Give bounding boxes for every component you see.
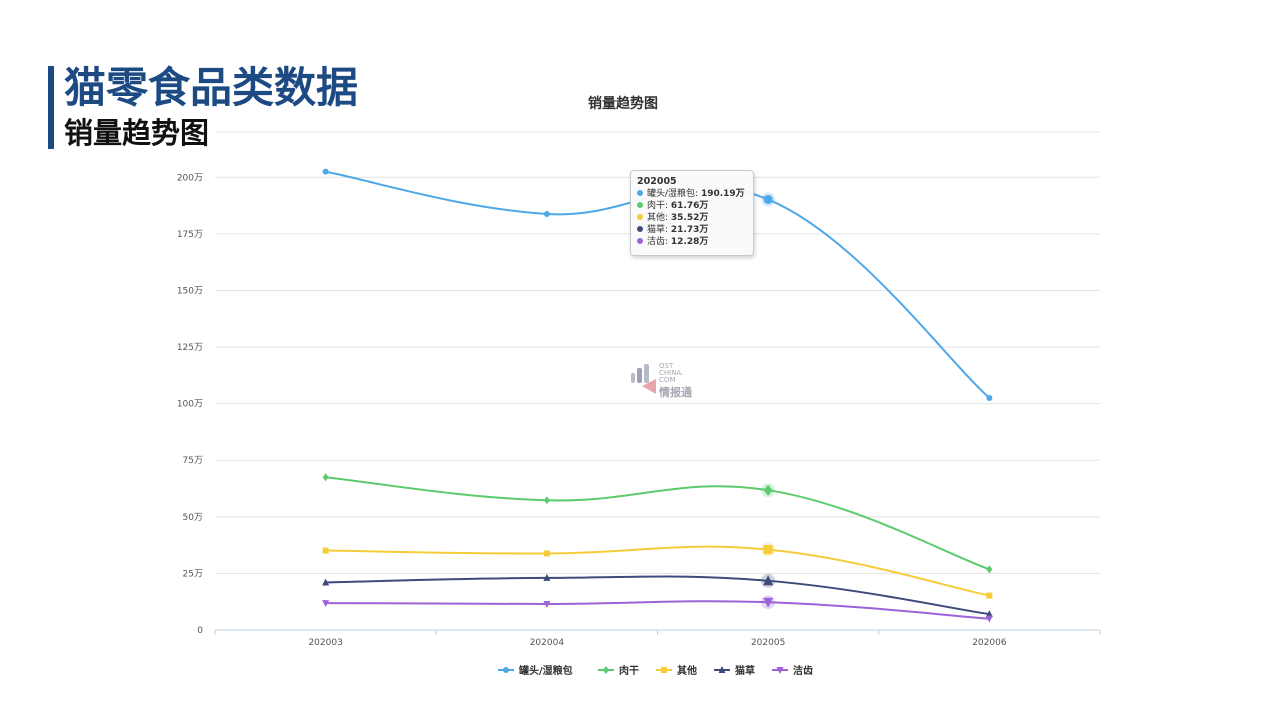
- watermark-bar: [637, 368, 642, 383]
- legend-marker: [503, 667, 509, 673]
- data-point: [322, 547, 329, 554]
- data-point: [322, 473, 329, 482]
- tooltip-label: 猫草:: [647, 225, 671, 235]
- legend-item[interactable]: 猫草: [714, 664, 755, 677]
- tooltip-label: 肉干:: [647, 201, 671, 211]
- data-point: [543, 600, 551, 608]
- chart-title: 销量趋势图: [588, 95, 658, 112]
- tooltip-row: 肉干: 61.76万: [637, 200, 753, 212]
- data-point: [543, 550, 550, 557]
- legend-label: 洁齿: [793, 664, 813, 677]
- data-point: [543, 496, 550, 505]
- series-line: [325, 476, 990, 571]
- x-tick-label: 202006: [972, 638, 1007, 648]
- watermark-text-cn: 情报通: [659, 386, 692, 399]
- y-tick-label: 100万: [177, 400, 203, 410]
- series-dot-icon: [637, 202, 643, 208]
- x-tick-label: 202005: [751, 638, 785, 648]
- series-4: [322, 595, 993, 623]
- series-line: [325, 600, 990, 620]
- y-tick-label: 50万: [183, 513, 203, 523]
- legend-marker: [776, 667, 784, 674]
- series-2: [322, 542, 993, 599]
- data-tooltip: 202005 罐头/湿粮包: 190.19万 肉干: 61.76万 其他: 35.5…: [630, 170, 754, 256]
- data-point: [986, 592, 993, 599]
- legend-label: 其他: [677, 664, 697, 677]
- x-axis: 202003 202004 202005 202006: [214, 629, 1101, 648]
- y-tick-label: 200万: [177, 173, 203, 183]
- legend-item[interactable]: 肉干: [598, 664, 639, 677]
- series-line: [325, 575, 990, 616]
- legend-label: 猫草: [735, 664, 755, 677]
- data-point: [322, 600, 330, 608]
- y-tick-label: 75万: [183, 456, 203, 466]
- series-dot-icon: [637, 226, 643, 232]
- tooltip-label: 洁齿:: [647, 237, 671, 247]
- tooltip-value: 61.76万: [670, 201, 709, 211]
- legend-label: 罐头/湿粮包: [518, 664, 573, 677]
- legend-marker: [603, 666, 609, 674]
- watermark-bar: [631, 373, 635, 383]
- legend-item[interactable]: 洁齿: [772, 664, 813, 677]
- series-dot-icon: [637, 214, 643, 220]
- y-tick-label: 0: [197, 626, 203, 636]
- data-point: [985, 615, 993, 623]
- watermark-bar: [644, 364, 649, 383]
- data-point: [763, 575, 774, 586]
- data-point: [322, 168, 329, 175]
- page-title: 猫零食品类数据: [64, 63, 359, 112]
- legend[interactable]: 罐头/湿粮包 肉干 其他 猫草 洁齿: [498, 664, 813, 677]
- data-point: [763, 545, 773, 555]
- tooltip-period: 202005: [637, 176, 677, 187]
- y-tick-label: 25万: [183, 569, 203, 579]
- data-point: [543, 210, 550, 217]
- data-point: [763, 597, 774, 608]
- series-3: [322, 573, 993, 618]
- title-accent-bar: [48, 66, 54, 149]
- series-line: [325, 545, 990, 597]
- tooltip-value: 12.28万: [670, 237, 709, 247]
- tooltip-row: 其他: 35.52万: [637, 212, 753, 224]
- x-tick-label: 202003: [308, 638, 342, 648]
- data-point: [985, 610, 993, 618]
- tooltip-value: 35.52万: [670, 213, 709, 223]
- series-dot-icon: [637, 190, 643, 196]
- tooltip-label: 罐头/湿粮包:: [647, 189, 701, 199]
- watermark-triangle: [642, 379, 656, 394]
- data-point: [986, 394, 993, 401]
- tooltip-value: 190.19万: [700, 189, 745, 199]
- data-point: [543, 573, 551, 581]
- tooltip-row: 猫草: 21.73万: [637, 224, 753, 236]
- x-tick-label: 202004: [530, 638, 565, 648]
- y-tick-label: 125万: [177, 343, 203, 353]
- data-point: [986, 565, 993, 574]
- tooltip-row: 罐头/湿粮包: 190.19万: [637, 188, 753, 200]
- data-point: [763, 194, 773, 204]
- y-tick-label: 150万: [177, 286, 203, 296]
- tooltip-label: 其他:: [647, 213, 671, 223]
- series-1: [322, 473, 993, 574]
- y-tick-label: 175万: [177, 230, 203, 240]
- legend-marker: [661, 667, 667, 673]
- legend-marker: [718, 666, 726, 673]
- legend-item[interactable]: 罐头/湿粮包: [498, 664, 573, 677]
- data-point: [322, 578, 330, 586]
- legend-item[interactable]: 其他: [656, 664, 697, 677]
- tooltip-value: 21.73万: [670, 225, 709, 235]
- legend-label: 肉干: [619, 664, 639, 677]
- page-subtitle: 销量趋势图: [64, 116, 210, 150]
- tooltip-row: 洁齿: 12.28万: [637, 236, 753, 248]
- y-axis: 0 25万 50万 75万 100万 125万 150万 175万 200万: [177, 173, 203, 636]
- watermark-text: OST CHINA. COM: [659, 362, 684, 384]
- series-dot-icon: [637, 238, 643, 244]
- data-point: [763, 484, 773, 496]
- watermark-logo: [631, 364, 656, 394]
